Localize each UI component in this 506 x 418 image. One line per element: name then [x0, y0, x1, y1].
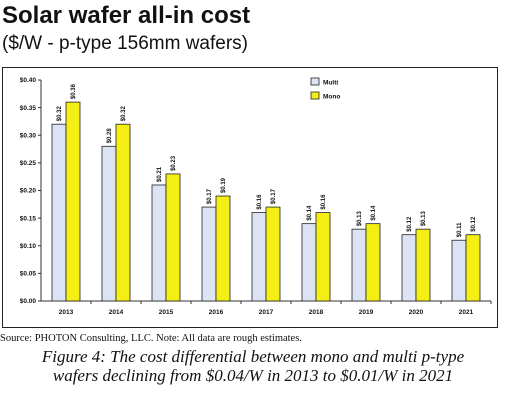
- y-tick-label: $0.30: [20, 132, 37, 139]
- y-tick-label: $0.35: [20, 105, 37, 112]
- bar-chart: $0.00 $0.05 $0.10 $0.15 $0.20 $0.25 $0.30 $0.35…: [20, 77, 492, 316]
- data-label: $0.14: [307, 205, 313, 221]
- x-tick-label: 2016: [209, 309, 224, 316]
- bar-mono-2016: [215, 195, 231, 302]
- y-tick-label: $0.25: [20, 160, 37, 167]
- y-tick-label: $0.10: [20, 243, 37, 250]
- y-tick-label: $0.05: [20, 271, 37, 278]
- chart-subtitle: ($/W - p-type 156mm wafers): [2, 33, 248, 54]
- chart-title: Solar wafer all-in cost: [2, 2, 251, 29]
- bar-multi-2020: [401, 234, 417, 302]
- bar-multi-2021: [451, 239, 467, 302]
- data-label: $0.16: [257, 194, 263, 210]
- data-label: $0.17: [207, 188, 213, 204]
- y-tick-label: $0.20: [20, 188, 37, 195]
- data-label: $0.32: [57, 106, 63, 122]
- x-tick-label: 2018: [309, 309, 324, 316]
- x-tick-label: 2013: [59, 309, 74, 316]
- caption-line-1: Figure 4: The cost differential between …: [41, 347, 465, 366]
- bar-mono-2019: [365, 223, 381, 302]
- caption-line-2: wafers declining from $0.04/W in 2013 to…: [52, 366, 454, 385]
- bar-mono-2014: [115, 123, 131, 302]
- bar-multi-2019: [351, 228, 367, 302]
- legend-swatch-multi: [310, 77, 320, 86]
- bar-multi-2016: [201, 206, 217, 302]
- data-label: $0.12: [407, 216, 413, 232]
- legend-swatch-mono: [310, 91, 320, 100]
- bar-mono-2020: [415, 228, 431, 302]
- data-label: $0.36: [71, 83, 77, 99]
- y-tick-label: $0.40: [20, 77, 37, 84]
- data-label: $0.14: [371, 205, 377, 221]
- data-label: $0.19: [221, 177, 227, 193]
- x-tick-label: 2019: [359, 309, 374, 316]
- bar-mono-2015: [165, 173, 181, 302]
- bar-multi-2017: [251, 212, 267, 302]
- bar-multi-2013: [51, 123, 67, 302]
- x-tick-label: 2021: [459, 309, 474, 316]
- bar-multi-2014: [101, 145, 117, 302]
- legend-label-multi: Multi: [323, 80, 338, 87]
- data-label: $0.13: [421, 210, 427, 226]
- data-label: $0.28: [107, 128, 113, 144]
- data-label: $0.32: [121, 106, 127, 122]
- y-tick-label: $0.15: [20, 215, 37, 222]
- bar-multi-2018: [301, 223, 317, 302]
- x-tick-label: 2020: [409, 309, 424, 316]
- chart-frame: $0.00 $0.05 $0.10 $0.15 $0.20 $0.25 $0.30 $0.35…: [2, 67, 498, 328]
- y-tick-label: $0.00: [20, 298, 37, 305]
- x-tick-label: 2014: [109, 309, 124, 316]
- x-tick-label: 2015: [159, 309, 174, 316]
- bar-mono-2021: [465, 234, 481, 302]
- data-label: $0.12: [471, 216, 477, 232]
- data-label: $0.16: [321, 194, 327, 210]
- data-label: $0.23: [171, 155, 177, 171]
- data-label: $0.21: [157, 166, 163, 182]
- bar-multi-2015: [151, 184, 167, 302]
- source-note: Source: PHOTON Consulting, LLC. Note: Al…: [0, 333, 302, 344]
- figure-caption: Figure 4: The cost differential between …: [0, 347, 506, 385]
- bar-mono-2018: [315, 212, 331, 302]
- data-label: $0.13: [357, 210, 363, 226]
- bar-mono-2013: [65, 101, 81, 302]
- bar-mono-2017: [265, 206, 281, 302]
- legend-label-mono: Mono: [323, 94, 340, 101]
- x-tick-label: 2017: [259, 309, 274, 316]
- data-label: $0.17: [271, 188, 277, 204]
- data-label: $0.11: [457, 222, 463, 237]
